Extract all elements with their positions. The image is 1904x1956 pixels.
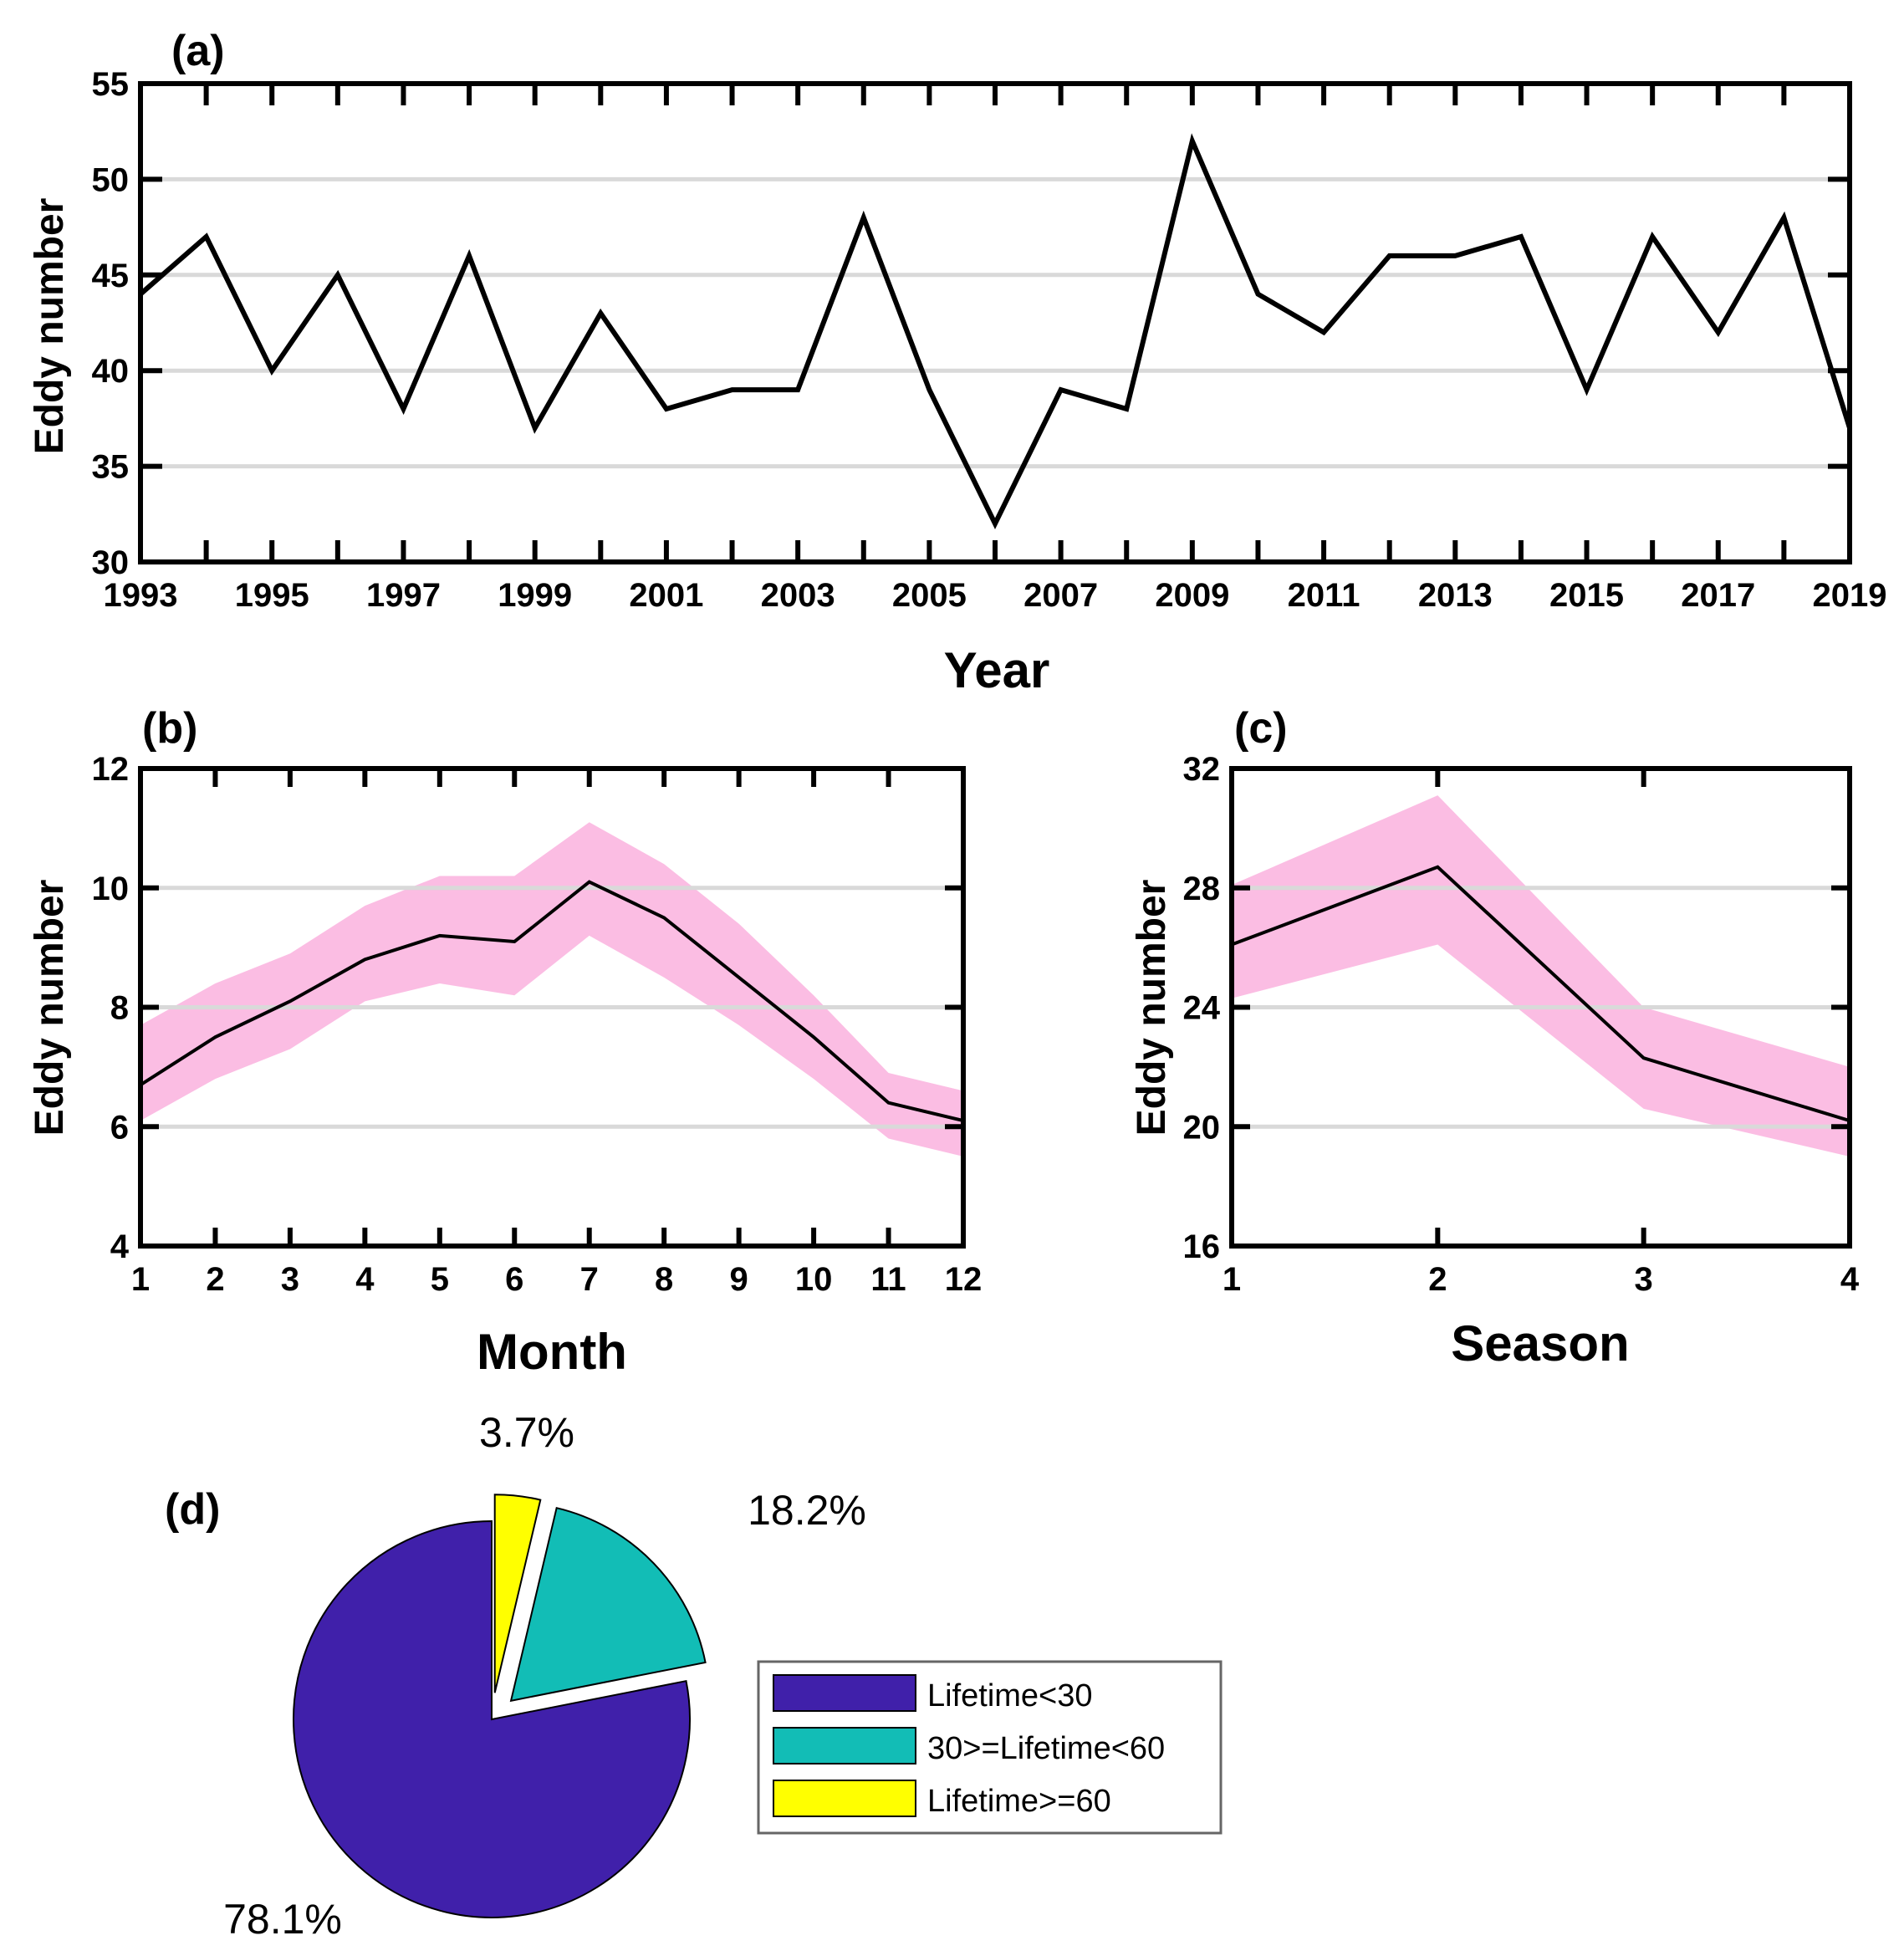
panel-b-series-line	[139, 880, 964, 1123]
panel-a-y-axis-label: Eddy number	[28, 198, 72, 455]
panel-c-y-tick-label: 20	[1183, 1109, 1221, 1146]
pie-slice-1	[293, 1519, 691, 1918]
panel-a-x-tick-label: 2017	[1681, 577, 1755, 614]
panel-b-x-tick-label: 6	[505, 1261, 523, 1298]
panel-a-x-tick-label: 2005	[892, 577, 967, 614]
legend-label: Lifetime>=60	[927, 1784, 1111, 1819]
panel-a-y-ticks: 30 35 40 45 50 55	[92, 66, 1850, 581]
panel-b-axes-frame	[138, 766, 966, 1249]
panel-b-y-tick-label: 12	[92, 751, 130, 788]
panel-c-x-axis-label: Season	[1451, 1315, 1629, 1371]
panel-b-x-tick-label: 10	[795, 1261, 833, 1298]
panel-a-x-axis-label: Year	[944, 642, 1050, 698]
panel-a-x-tick-label: 2013	[1418, 577, 1493, 614]
panel-c-x-tick-label: 3	[1635, 1261, 1653, 1298]
panel-a-x-tick-label: 2001	[629, 577, 703, 614]
legend-swatch	[773, 1727, 916, 1764]
panel-b-y-axis-label: Eddy number	[28, 880, 72, 1136]
panel-c-axes-frame	[1229, 766, 1852, 1249]
panel-c: (c) 16 20 24 28 32 1 2 3 4 Eddy number Season	[1130, 704, 1860, 1371]
pie-percent-label: 78.1%	[223, 1896, 342, 1943]
panel-d-pie	[293, 1494, 707, 1918]
panel-c-x-tick-label: 4	[1840, 1261, 1860, 1298]
panel-c-y-tick-label: 24	[1183, 990, 1221, 1027]
panel-a-y-tick-label: 55	[92, 66, 130, 103]
panel-a-x-tick-label: 1999	[498, 577, 572, 614]
panel-a-y-tick-label: 35	[92, 449, 130, 486]
panel-c-y-tick-label: 32	[1183, 751, 1221, 788]
panel-b-band	[140, 822, 963, 1157]
panel-b-y-tick-label: 4	[110, 1228, 130, 1265]
panel-b-x-tick-label: 9	[730, 1261, 748, 1298]
panel-b-label: (b)	[142, 704, 197, 753]
panel-b-x-tick-label: 1	[131, 1261, 150, 1298]
panel-b-x-tick-label: 5	[431, 1261, 449, 1298]
panel-c-y-tick-label: 28	[1183, 871, 1221, 907]
panel-a-x-tick-label: 1995	[235, 577, 309, 614]
panel-b-y-tick-label: 8	[110, 990, 129, 1027]
legend-swatch	[773, 1674, 916, 1712]
pie-slice-3	[493, 1494, 542, 1693]
panel-c-band	[1232, 795, 1850, 1157]
pie-percent-label: 18.2%	[748, 1487, 866, 1534]
panel-b-confidence-band	[140, 822, 963, 1157]
panel-b-x-tick-label: 12	[945, 1261, 983, 1298]
panel-a-x-tick-label: 2011	[1288, 577, 1360, 614]
panel-d: (d) 78.1% 18.2% 3.7% Lifetime<30 30>=Lifeti…	[165, 1409, 1223, 1943]
panel-a-label: (a)	[171, 27, 225, 75]
panel-b-y-tick-label: 6	[110, 1109, 129, 1146]
panel-a: (a) 30 35 40 45 50 55 1993 1995 1997 1999 2001 200…	[28, 27, 1886, 698]
panel-a-y-tick-label: 30	[92, 544, 130, 581]
panel-b-x-tick-label: 7	[580, 1261, 599, 1298]
panel-a-x-tick-label: 2007	[1023, 577, 1098, 614]
panel-b-y-tick-label: 10	[92, 871, 130, 907]
panel-a-y-tick-label: 45	[92, 258, 130, 294]
panel-b-x-tick-label: 3	[281, 1261, 299, 1298]
panel-b-x-axis-label: Month	[477, 1324, 627, 1380]
panel-a-x-tick-label: 2019	[1813, 577, 1887, 614]
legend-label: Lifetime<30	[927, 1678, 1093, 1713]
panel-d-label: (d)	[165, 1485, 220, 1534]
panel-c-y-tick-label: 16	[1183, 1228, 1221, 1265]
panel-b-x-tick-label: 2	[206, 1261, 224, 1298]
panel-c-x-tick-label: 2	[1428, 1261, 1447, 1298]
pie-percent-label: 3.7%	[479, 1409, 574, 1456]
panel-b-x-tick-label: 4	[355, 1261, 375, 1298]
panel-a-gridlines	[140, 176, 1850, 469]
panel-a-x-tick-label: 2003	[761, 577, 835, 614]
panel-c-series-line	[1231, 865, 1850, 1123]
panel-a-x-ticks: 1993 1995 1997 1999 2001 2003 2005 2007 2009 2011…	[104, 84, 1887, 614]
panel-d-legend: Lifetime<30 30>=Lifetime<60 Lifetime>=60	[757, 1660, 1223, 1835]
panel-c-label: (c)	[1234, 704, 1288, 753]
panel-b-x-tick-label: 8	[655, 1261, 673, 1298]
panel-a-x-tick-label: 2009	[1155, 577, 1229, 614]
panel-a-y-tick-label: 50	[92, 161, 130, 198]
legend-label: 30>=Lifetime<60	[927, 1731, 1165, 1766]
panel-a-y-tick-label: 40	[92, 353, 130, 390]
panel-a-series	[139, 133, 1852, 530]
panel-b-x-tick-label: 11	[870, 1261, 906, 1298]
panel-a-x-tick-label: 1997	[366, 577, 441, 614]
panel-a-x-tick-label: 2015	[1549, 577, 1624, 614]
panel-d-percent-labels: 78.1% 18.2% 3.7%	[223, 1409, 866, 1943]
legend-swatch	[773, 1780, 916, 1817]
pie-slice-2	[509, 1506, 707, 1703]
panel-a-x-tick-label: 1993	[104, 577, 178, 614]
panel-a-axes-frame	[138, 81, 1852, 564]
panel-c-confidence-band	[1232, 795, 1850, 1157]
panel-c-gridlines	[1232, 886, 1850, 1129]
panel-c-x-tick-label: 1	[1223, 1261, 1241, 1298]
panel-c-y-axis-label: Eddy number	[1130, 880, 1174, 1136]
